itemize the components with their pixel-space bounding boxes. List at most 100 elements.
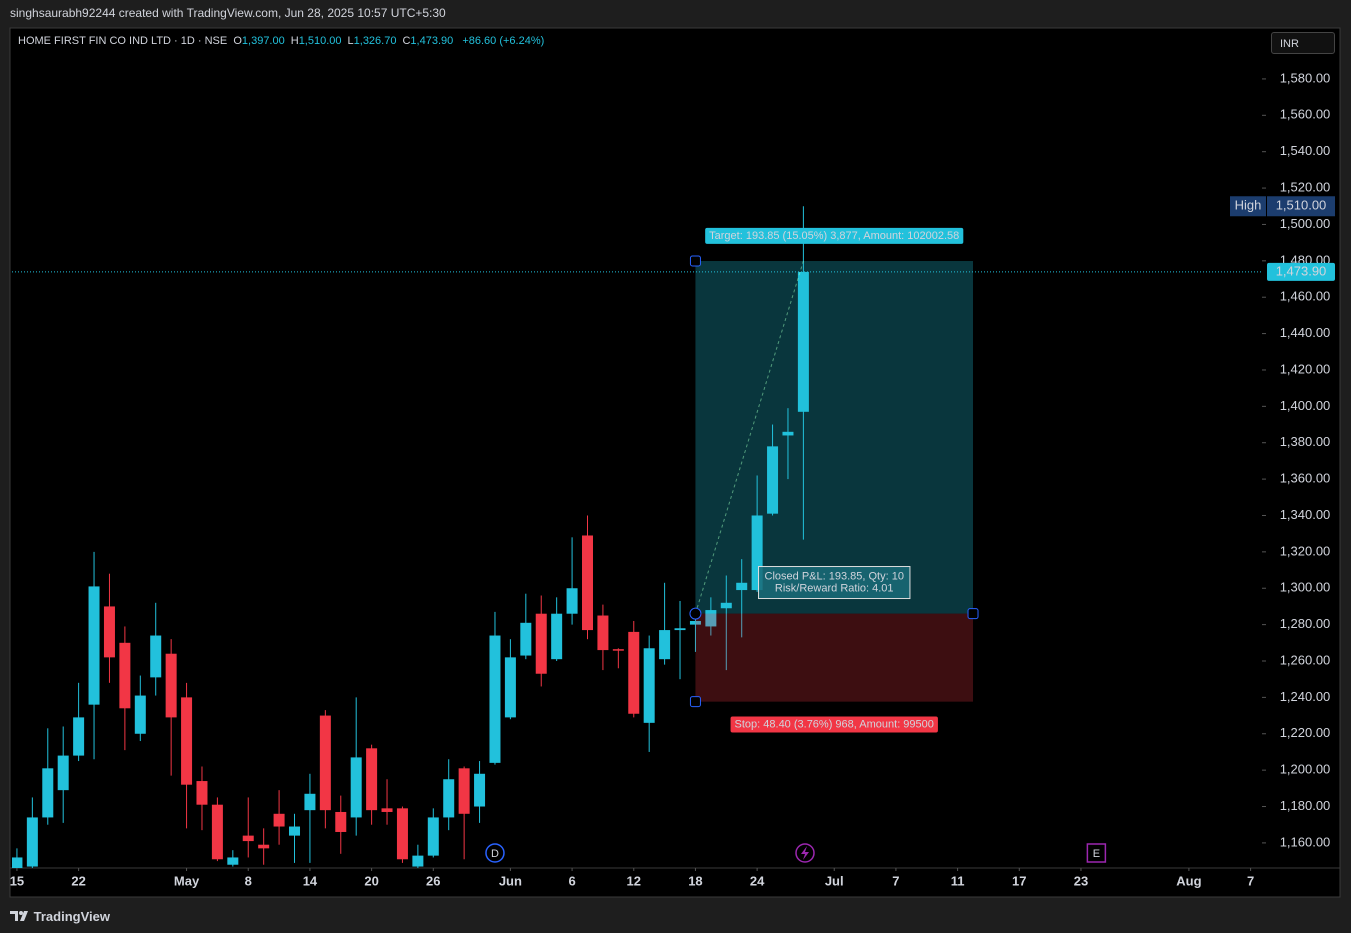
candle-body: [628, 631, 640, 714]
handle[interactable]: [689, 607, 702, 620]
candle-body: [489, 635, 501, 763]
y-tick-label: 1,420.00: [1280, 361, 1331, 376]
legend: HOME FIRST FIN CO IND LTD · 1D · NSE O 1,…: [18, 35, 550, 47]
attribution: singhsaurabh92244 created with TradingVi…: [10, 6, 446, 20]
ohlc-value: 1,510.00: [298, 35, 342, 47]
stop-label-box: [730, 716, 938, 733]
candle-body: [674, 628, 686, 631]
y-tick-label: 1,400.00: [1280, 398, 1331, 413]
x-tick-label: 7: [892, 873, 899, 888]
x-tick-label: 20: [364, 873, 378, 888]
candle-body: [88, 586, 100, 705]
x-tick-label: 26: [426, 873, 440, 888]
candle-body: [150, 635, 162, 678]
y-tick-label: 1,440.00: [1280, 325, 1331, 340]
candle-body: [720, 602, 732, 609]
x-tick-label: 14: [303, 873, 318, 888]
candle-body: [412, 855, 424, 867]
event-icon[interactable]: [485, 843, 505, 863]
candle-body: [551, 613, 563, 660]
candle-body: [659, 630, 671, 660]
candle-body: [458, 768, 470, 814]
candle-body: [196, 781, 208, 805]
handle[interactable]: [689, 255, 701, 267]
axes: 1,160.00 1,180.00 1,200.00 1,220.00 1,240.00…: [10, 70, 1331, 888]
x-tick-label: May: [174, 873, 200, 888]
candle-body: [443, 779, 455, 818]
candle-body: [273, 813, 285, 827]
candle-body: [211, 804, 223, 860]
y-tick-label: 1,280.00: [1280, 616, 1331, 631]
event-label: E: [1093, 848, 1100, 860]
trade-path: [694, 260, 804, 614]
y-tick-label: 1,380.00: [1280, 434, 1331, 449]
candle-body: [474, 773, 486, 807]
ratio-label: Risk/Reward Ratio: 4.01: [775, 583, 894, 595]
candle-body: [797, 271, 809, 412]
logo: [10, 911, 28, 921]
candle-body: [396, 808, 408, 860]
candle-body: [366, 748, 378, 811]
candle-body: [242, 835, 254, 842]
y-tick-label: 1,200.00: [1280, 762, 1331, 777]
high-value: 1,510.00: [1276, 198, 1327, 213]
candle-body: [705, 610, 717, 627]
handle[interactable]: [689, 696, 701, 708]
candle-body: [581, 535, 593, 631]
y-tick-label: 1,300.00: [1280, 580, 1331, 595]
candle-body: [689, 620, 701, 625]
x-tick-label: 7: [1247, 873, 1254, 888]
candle-body: [165, 653, 177, 718]
event-label: D: [491, 848, 499, 860]
current-price-box: [1267, 262, 1335, 281]
candle-body: [73, 717, 85, 756]
currency-button[interactable]: INR: [1271, 32, 1335, 54]
ohlc-key: O: [233, 35, 242, 47]
overlays: Target: 193.85 (15.05%) 3,877, Amount: 1…: [485, 196, 1335, 863]
y-tick-label: 1,540.00: [1280, 143, 1331, 158]
ohlc-value: 1,326.70: [353, 35, 397, 47]
y-tick-label: 1,320.00: [1280, 543, 1331, 558]
candle-body: [767, 446, 779, 514]
y-tick-label: 1,180.00: [1280, 798, 1331, 813]
candle-body: [12, 857, 23, 868]
high-name: High: [1235, 198, 1262, 213]
symbol: HOME FIRST FIN CO IND LTD · 1D · NSE: [18, 35, 228, 47]
candle-body: [520, 622, 532, 656]
ohlc-key: C: [402, 35, 411, 47]
event-icon[interactable]: [795, 843, 815, 863]
footer: TradingView: [10, 907, 110, 924]
y-tick-label: 1,500.00: [1280, 216, 1331, 231]
y-tick-label: 1,160.00: [1280, 834, 1331, 849]
candle-body: [119, 642, 131, 709]
x-tick-label: 11: [951, 873, 965, 888]
candle-body: [134, 695, 146, 734]
x-tick-label: 18: [688, 873, 702, 888]
candle-body: [289, 826, 301, 836]
candle-body: [335, 811, 347, 832]
stop-zone[interactable]: [695, 613, 974, 702]
lightning-icon: [801, 846, 809, 860]
y-tick-label: 1,360.00: [1280, 471, 1331, 486]
plot-area: [12, 206, 1262, 868]
target-label: Target: 193.85 (15.05%) 3,877, Amount: 1…: [709, 230, 959, 242]
candle-body: [782, 431, 794, 436]
candle-body: [612, 649, 624, 651]
current-price-label: 1,473.90: [1276, 263, 1327, 278]
high-value-box: [1267, 196, 1335, 217]
y-tick-label: 1,520.00: [1280, 180, 1331, 195]
high-name-box: [1230, 196, 1266, 217]
chart-frame: [9, 27, 1341, 898]
x-tick-label: 22: [71, 873, 85, 888]
event-icon[interactable]: [1086, 843, 1107, 863]
ohlc-key: H: [290, 35, 299, 47]
x-tick-label: 12: [627, 873, 641, 888]
pnl-box: [758, 566, 911, 600]
x-tick-label: 23: [1074, 873, 1088, 888]
ohlc: O1,397.00 H1,510.00 L1,326.70 C1,473.90: [233, 35, 459, 47]
handle[interactable]: [967, 608, 979, 620]
target-zone[interactable]: [695, 261, 974, 614]
candle-body: [42, 768, 54, 818]
